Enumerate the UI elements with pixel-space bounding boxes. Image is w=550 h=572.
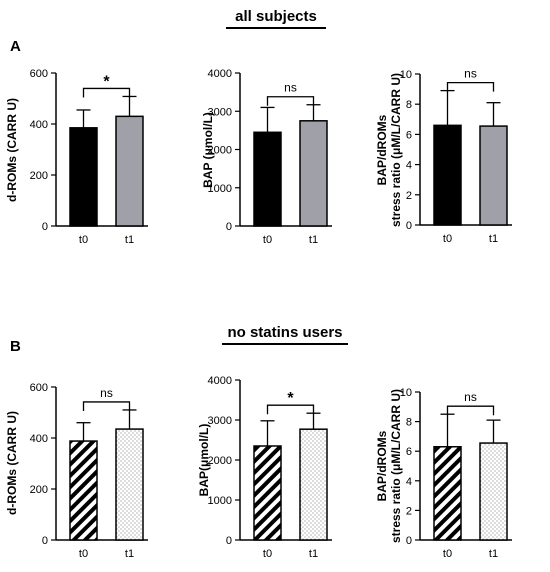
x-tick-label: t1 — [489, 233, 498, 245]
chart-2: 0 1000 2000 3000 4000 BAP (μmol/L) t0 t1 ns — [201, 68, 332, 246]
y-tick-label: 1000 — [208, 183, 232, 195]
y-tick-label: 8 — [406, 99, 412, 111]
section-title-b: no statins users — [222, 324, 348, 345]
y-tick-label: 4000 — [208, 375, 232, 387]
y-tick-label: 4000 — [208, 68, 232, 80]
chart-5: 0 1000 2000 3000 4000 BAP(μmol/L) t0 t1 * — [197, 375, 332, 560]
x-tick-label: t1 — [489, 548, 498, 560]
y-tick-label: 0 — [406, 220, 412, 232]
section-title-a-underline — [226, 27, 326, 29]
y-tick-label: 4 — [406, 476, 412, 488]
y-tick-label: 600 — [30, 382, 48, 394]
x-tick-label: t1 — [125, 548, 134, 560]
section-title-a: all subjects — [226, 8, 326, 29]
y-tick-label: 1000 — [208, 495, 232, 507]
y-tick-label: 0 — [226, 221, 232, 233]
bar-t0 — [69, 127, 98, 227]
significance-bracket — [266, 404, 315, 415]
y-tick-label: 400 — [30, 119, 48, 131]
bar-t1 — [479, 125, 508, 226]
significance-label: ns — [464, 67, 477, 81]
y-tick-label: 200 — [30, 484, 48, 496]
y-tick-label: 0 — [226, 535, 232, 547]
bar-t0 — [253, 131, 282, 227]
y-tick-label: 0 — [42, 221, 48, 233]
significance-bracket — [82, 87, 131, 98]
y-tick-label: 6 — [406, 129, 412, 141]
section-title-a-text: all subjects — [235, 8, 317, 25]
significance-bracket — [266, 96, 315, 106]
y-axis-label: BAP/dROMsstress ratio (μM/L/CARR U) — [375, 73, 403, 227]
bar-t1 — [299, 428, 328, 541]
y-tick-label: 600 — [30, 68, 48, 80]
x-tick-label: t0 — [263, 548, 272, 560]
y-axis-label: BAP (μmol/L) — [201, 112, 215, 188]
panel-letter-b: B — [10, 338, 21, 355]
bar-t1 — [115, 115, 144, 227]
y-tick-label: 4 — [406, 160, 412, 172]
x-tick-label: t0 — [79, 548, 88, 560]
x-tick-label: t1 — [309, 548, 318, 560]
significance-bracket — [82, 401, 131, 411]
chart-4: 0 200 400 600 d-ROMs (CARR U) t0 t1 ns — [5, 382, 148, 560]
panel-letter-a: A — [10, 38, 21, 55]
x-tick-label: t1 — [309, 234, 318, 246]
bar-t1 — [479, 442, 508, 541]
y-tick-label: 10 — [400, 69, 412, 81]
bar-t1 — [115, 428, 144, 541]
y-tick-label: 2 — [406, 505, 412, 517]
y-axis-label: d-ROMs (CARR U) — [5, 411, 19, 515]
bar-t0 — [433, 124, 462, 226]
y-tick-label: 10 — [400, 387, 412, 399]
bar-t1 — [299, 120, 328, 227]
y-axis-label: BAP(μmol/L) — [197, 424, 211, 497]
y-tick-label: 6 — [406, 446, 412, 458]
significance-label: ns — [464, 390, 477, 404]
y-tick-label: 2 — [406, 190, 412, 202]
x-tick-label: t0 — [79, 234, 88, 246]
y-tick-label: 0 — [42, 535, 48, 547]
y-axis-label: d-ROMs (CARR U) — [5, 98, 19, 202]
section-title-b-underline — [222, 343, 348, 345]
significance-label: ns — [100, 386, 113, 400]
y-tick-label: 200 — [30, 170, 48, 182]
x-tick-label: t0 — [263, 234, 272, 246]
y-tick-label: 2000 — [208, 455, 232, 467]
y-tick-label: 2000 — [208, 145, 232, 157]
section-title-b-text: no statins users — [227, 324, 343, 341]
y-tick-label: 8 — [406, 417, 412, 429]
y-tick-label: 0 — [406, 535, 412, 547]
y-axis-label: BAP/dROMsstress ratio (μM/L/CARR U) — [375, 389, 403, 543]
significance-label: * — [103, 73, 110, 90]
significance-label: ns — [284, 81, 297, 95]
x-tick-label: t0 — [443, 233, 452, 245]
significance-bracket — [446, 81, 495, 92]
y-tick-label: 3000 — [208, 415, 232, 427]
bar-t0 — [69, 440, 98, 541]
y-tick-label: 400 — [30, 433, 48, 445]
y-tick-label: 3000 — [208, 106, 232, 118]
chart-1: 0 200 400 600 d-ROMs (CARR U) t0 t1 * — [5, 68, 148, 246]
x-tick-label: t1 — [125, 234, 134, 246]
significance-bracket — [446, 405, 495, 416]
bar-t0 — [253, 445, 282, 541]
bar-t0 — [433, 446, 462, 541]
x-tick-label: t0 — [443, 548, 452, 560]
significance-label: * — [287, 390, 294, 407]
